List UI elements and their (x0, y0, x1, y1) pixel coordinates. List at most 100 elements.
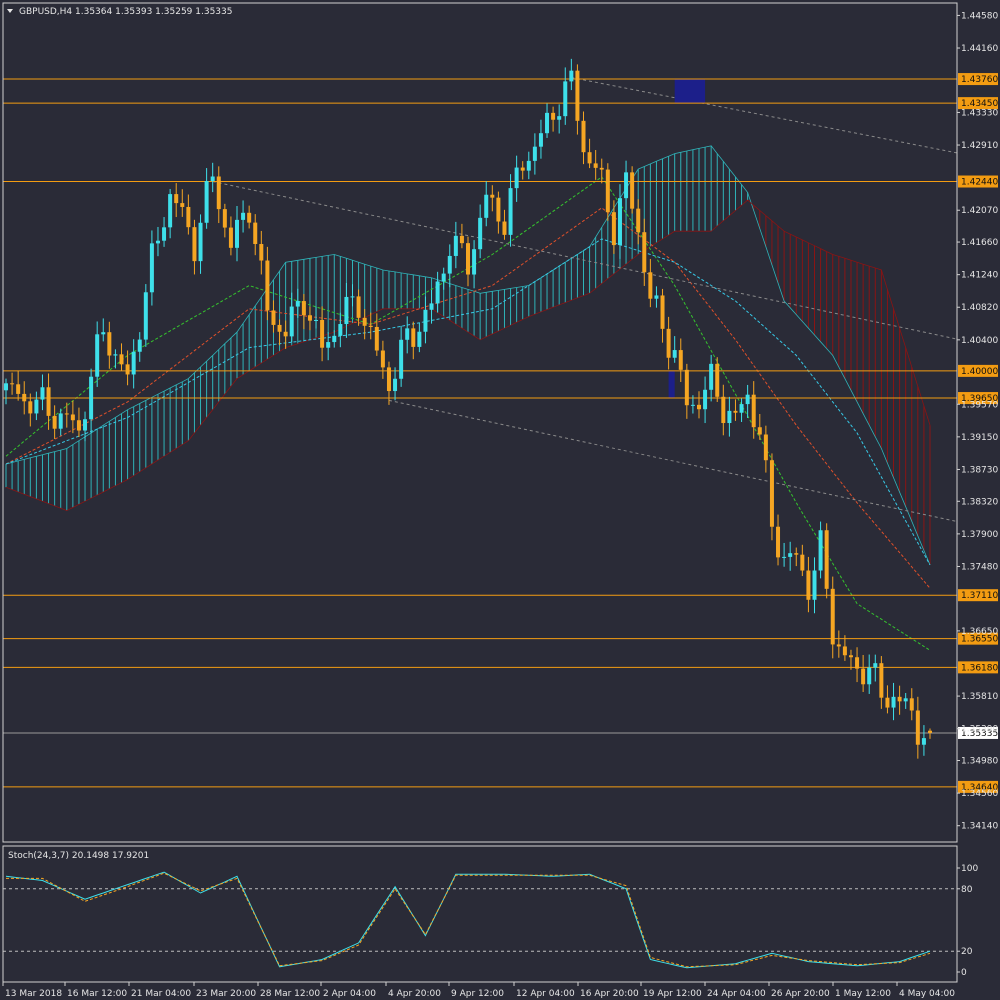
candle-body (22, 393, 27, 402)
x-tick-label: 1 May 12:00 (835, 989, 891, 999)
candle-body (848, 655, 853, 658)
candle-body (192, 227, 197, 262)
chart-title: GBPUSD,H4 1.35364 1.35393 1.35259 1.3533… (19, 7, 232, 17)
candle-body (873, 663, 878, 668)
y-tick-label: 1.40400 (961, 336, 998, 346)
candle-body (836, 644, 841, 647)
level-price-label: 1.42440 (961, 178, 998, 188)
candle-body (253, 222, 258, 245)
moving-average-line (5, 176, 931, 651)
candle-body (605, 169, 610, 213)
candle-body (818, 530, 823, 571)
candle-body (168, 194, 173, 228)
x-tick-label: 4 May 04:00 (899, 989, 955, 999)
candle-body (423, 309, 428, 332)
candle-body (830, 588, 835, 645)
candle-body (295, 301, 300, 307)
current-price-label: 1.35335 (961, 729, 998, 739)
candle-body (800, 554, 805, 571)
level-price-label: 1.43760 (961, 75, 998, 85)
candle-body (210, 176, 215, 182)
candle-body (788, 553, 793, 557)
candle-body (824, 530, 829, 589)
candle-body (709, 363, 714, 390)
y-tick-label: 1.37900 (961, 530, 998, 540)
candle-body (374, 326, 379, 351)
candle-body (703, 389, 708, 410)
candle-body (338, 324, 343, 336)
candle-body (569, 70, 574, 82)
level-price-label: 1.37110 (961, 591, 998, 601)
candle-body (320, 319, 325, 348)
candle-body (624, 172, 629, 199)
candle-body (174, 194, 179, 204)
candle-body (763, 434, 768, 461)
x-tick-label: 2 Apr 04:00 (323, 989, 376, 999)
candle-body (186, 206, 191, 228)
candle-body (599, 167, 604, 170)
candle-body (435, 281, 440, 304)
candle-body (472, 249, 477, 275)
y-tick-label: 1.41660 (961, 238, 998, 248)
candle-body (581, 120, 586, 153)
current-price-tag (958, 726, 998, 739)
y-tick-label: 1.41240 (961, 271, 998, 281)
moving-average-line (5, 207, 931, 589)
x-tick-label: 16 Apr 20:00 (580, 989, 639, 999)
candle-body (356, 296, 361, 318)
candle-body (107, 332, 112, 356)
level-price-tag (958, 780, 998, 793)
x-tick-label: 12 Apr 04:00 (516, 989, 575, 999)
candle-body (715, 363, 720, 397)
candle-body (447, 255, 452, 274)
chevron-down-icon[interactable] (7, 9, 13, 13)
y-tick-label: 1.40820 (961, 303, 998, 313)
y-tick-label: 1.34980 (961, 757, 998, 767)
y-tick-label: 1.36650 (961, 627, 998, 637)
level-price-label: 1.39650 (961, 394, 998, 404)
candle-body (405, 328, 410, 340)
x-tick-label: 19 Apr 12:00 (643, 989, 702, 999)
candle-body (89, 376, 94, 420)
ichimoku-cloud (5, 145, 931, 566)
stoch-frame (2, 845, 958, 983)
candle-body (40, 387, 45, 400)
candle-body (386, 367, 391, 392)
level-price-tag (958, 364, 998, 377)
candle-body (95, 334, 100, 377)
trendline[interactable] (388, 399, 960, 523)
candle-body (155, 240, 160, 244)
candle-body (113, 354, 118, 356)
candle-body (697, 404, 701, 410)
candle-body (678, 350, 683, 370)
candle-body (314, 319, 319, 321)
candle-body (180, 203, 185, 207)
candle-body (551, 112, 556, 120)
trendline[interactable] (571, 77, 960, 154)
candle-body (909, 698, 914, 711)
x-tick-label: 28 Mar 12:00 (260, 989, 320, 999)
candle-body (739, 404, 744, 413)
candle-body (666, 328, 671, 358)
candle-body (642, 232, 647, 273)
cloud-span-line (5, 145, 931, 566)
marker-box[interactable] (668, 370, 675, 399)
x-tick-label: 16 Mar 12:00 (67, 989, 127, 999)
candle-body (10, 383, 15, 385)
horizontal-levels[interactable]: 1.43760 1.43450 1.42440 1.40000 1.39650 1.371… (3, 73, 998, 793)
candle-body (411, 328, 416, 347)
marker-box[interactable] (674, 79, 706, 104)
moving-average-line (5, 238, 931, 566)
main-frame (2, 2, 958, 843)
candle-body (52, 415, 57, 429)
y-tick-label: 1.38320 (961, 497, 998, 507)
trendline[interactable] (212, 181, 961, 340)
candle-body (162, 227, 167, 241)
candle-body (28, 401, 33, 414)
candle-body (46, 387, 51, 416)
candle-body (241, 212, 246, 220)
candle-body (441, 273, 446, 282)
